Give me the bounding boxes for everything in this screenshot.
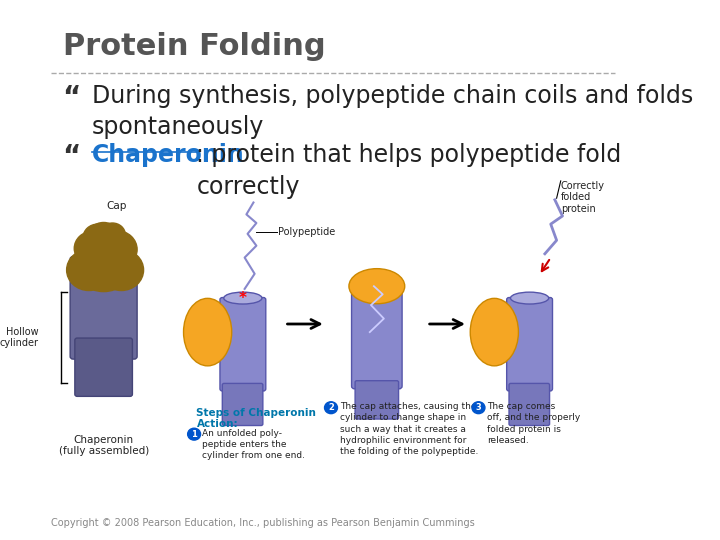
Circle shape: [99, 249, 143, 291]
Circle shape: [67, 249, 112, 291]
Text: : protein that helps polypeptide fold
correctly: : protein that helps polypeptide fold co…: [197, 143, 621, 199]
Circle shape: [87, 222, 120, 253]
Circle shape: [99, 223, 125, 247]
Ellipse shape: [349, 269, 405, 303]
Text: “: “: [63, 143, 81, 171]
Circle shape: [74, 238, 133, 292]
Text: Polypeptide: Polypeptide: [278, 227, 336, 237]
Text: 3: 3: [476, 403, 482, 412]
FancyBboxPatch shape: [351, 281, 402, 389]
FancyBboxPatch shape: [220, 298, 266, 391]
FancyBboxPatch shape: [75, 338, 132, 396]
FancyBboxPatch shape: [222, 383, 263, 426]
Circle shape: [188, 428, 201, 440]
Text: *: *: [239, 291, 247, 306]
Circle shape: [96, 231, 137, 268]
Ellipse shape: [470, 298, 518, 366]
Ellipse shape: [510, 292, 549, 304]
Text: 2: 2: [328, 403, 334, 412]
Text: “: “: [63, 84, 81, 112]
Text: Chaperonin: Chaperonin: [92, 143, 245, 167]
Text: Chaperonin
(fully assembled): Chaperonin (fully assembled): [58, 435, 149, 456]
Text: The cap comes
off, and the properly
folded protein is
released.: The cap comes off, and the properly fold…: [487, 402, 580, 444]
Text: During synthesis, polypeptide chain coils and folds
spontaneously: During synthesis, polypeptide chain coil…: [92, 84, 693, 139]
Text: Steps of Chaperonin
Action:: Steps of Chaperonin Action:: [197, 408, 316, 429]
Text: Protein Folding: Protein Folding: [63, 32, 325, 62]
Ellipse shape: [184, 298, 232, 366]
Text: Copyright © 2008 Pearson Education, Inc., publishing as Pearson Benjamin Cumming: Copyright © 2008 Pearson Education, Inc.…: [50, 518, 474, 528]
Ellipse shape: [224, 292, 262, 304]
Circle shape: [472, 402, 485, 414]
Text: 1: 1: [192, 430, 197, 438]
FancyBboxPatch shape: [509, 383, 549, 426]
Text: The cap attaches, causing the
cylinder to change shape in
such a way that it cre: The cap attaches, causing the cylinder t…: [340, 402, 478, 456]
Text: Correctly
folded
protein: Correctly folded protein: [561, 181, 605, 214]
Circle shape: [325, 402, 338, 414]
Text: Cap: Cap: [107, 200, 127, 211]
Circle shape: [74, 231, 112, 266]
FancyBboxPatch shape: [70, 256, 137, 359]
FancyBboxPatch shape: [507, 298, 552, 391]
FancyBboxPatch shape: [355, 381, 399, 419]
Text: An unfolded poly-
peptide enters the
cylinder from one end.: An unfolded poly- peptide enters the cyl…: [202, 429, 305, 460]
Text: Hollow
cylinder: Hollow cylinder: [0, 327, 39, 348]
Circle shape: [83, 224, 112, 251]
